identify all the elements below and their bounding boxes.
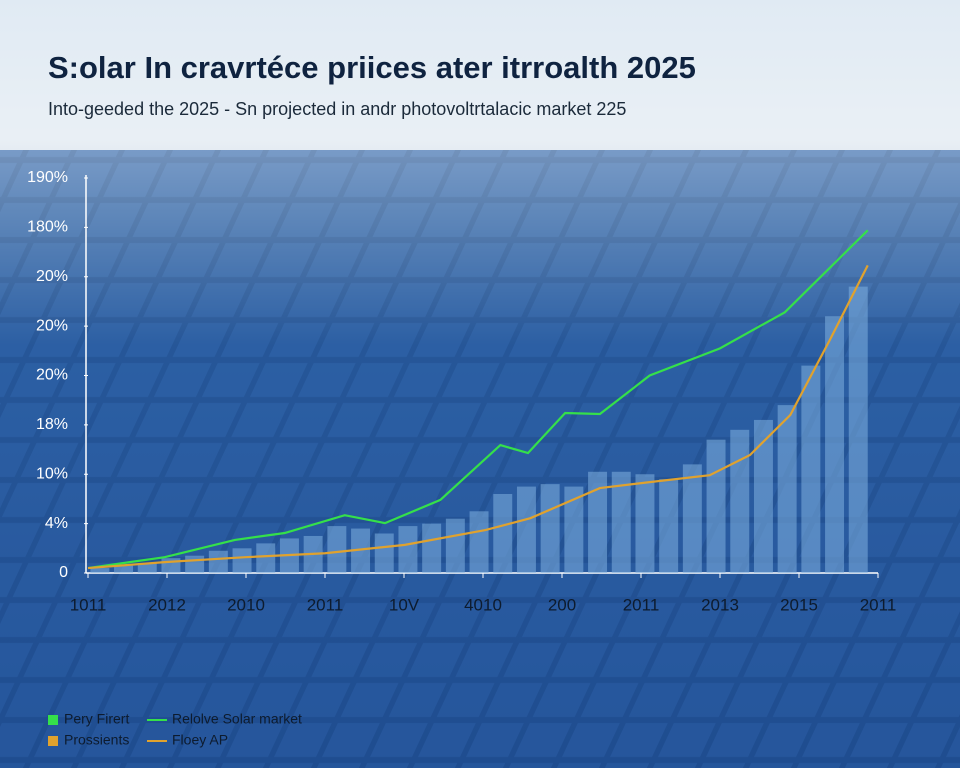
bar — [682, 464, 702, 573]
sky-haze — [0, 0, 960, 150]
x-tick-label: 2010 — [227, 595, 265, 614]
series-line — [87, 229, 869, 570]
y-tick-label: 10% — [36, 465, 68, 482]
y-tick-label: 190% — [27, 169, 68, 186]
legend-swatch — [48, 715, 58, 725]
bar — [232, 548, 252, 573]
y-tick-label: 20% — [36, 317, 68, 334]
series-line — [87, 264, 869, 570]
bar — [256, 543, 276, 573]
legend-label: Floey AP — [172, 732, 228, 748]
bar — [114, 565, 134, 573]
bar — [327, 526, 347, 573]
bar — [493, 494, 513, 573]
x-tick-label: 2011 — [623, 595, 660, 614]
bar — [398, 526, 418, 573]
x-tick-label: 2015 — [780, 595, 818, 614]
bar — [374, 533, 394, 573]
chart-title: S:olar In cravrtéce priices ater itrroal… — [48, 50, 696, 85]
bar — [706, 439, 726, 573]
y-tick-label: 20% — [36, 268, 68, 285]
legend-label: Prossients — [64, 732, 129, 748]
x-tick-label: 2012 — [148, 595, 186, 614]
x-tick-label: 4010 — [464, 595, 502, 614]
bar — [540, 484, 560, 573]
bar — [753, 419, 773, 573]
y-tick-label: 4% — [45, 515, 68, 532]
legend-label: Relolve Solar market — [172, 711, 302, 727]
bar — [90, 568, 110, 573]
bar — [185, 555, 205, 573]
legend-swatch — [48, 736, 58, 746]
bar — [659, 479, 679, 573]
bar — [564, 486, 584, 573]
bar — [516, 486, 536, 573]
bar — [469, 511, 489, 573]
x-tick-label: 1011 — [70, 595, 107, 614]
bar — [777, 405, 797, 573]
x-tick-label: 200 — [548, 595, 576, 614]
bar — [825, 316, 845, 573]
bar — [137, 563, 157, 573]
bar — [208, 550, 228, 573]
y-tick-label: 0 — [59, 564, 68, 581]
bar — [635, 474, 655, 573]
x-tick-label: 2011 — [860, 595, 897, 614]
bar — [422, 523, 442, 573]
y-tick-label: 180% — [27, 219, 68, 236]
y-tick-label: 18% — [36, 416, 68, 433]
bar — [848, 286, 868, 573]
x-tick-label: 10V — [389, 595, 420, 614]
solar-panels — [0, 150, 960, 768]
bar — [611, 471, 631, 573]
chart-subtitle: Into-geeded the 2025 - Sn projected in a… — [48, 99, 626, 119]
bar — [351, 528, 371, 573]
y-tick-label: 20% — [36, 367, 68, 384]
bar — [588, 471, 608, 573]
bar — [801, 365, 821, 573]
x-tick-label: 2011 — [307, 595, 344, 614]
bar — [730, 429, 750, 573]
bar — [445, 518, 465, 573]
x-tick-label: 2013 — [701, 595, 739, 614]
legend-label: Pery Firert — [64, 711, 129, 727]
